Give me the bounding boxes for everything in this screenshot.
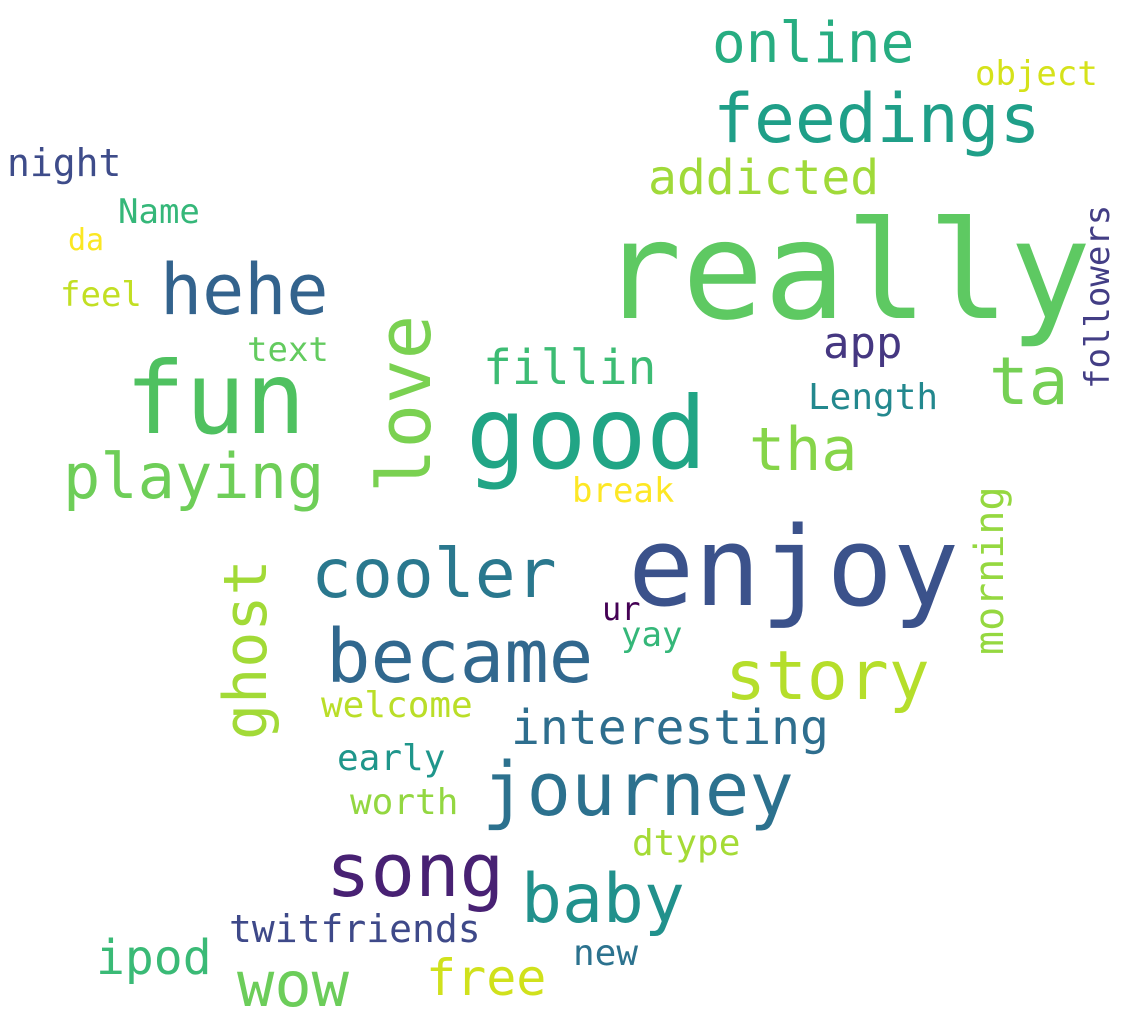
word-followers: followers [1078,204,1118,389]
word-name: Name [118,192,200,232]
word-cooler: cooler [311,535,557,614]
word-love: love [362,314,448,493]
word-addicted: addicted [648,150,880,206]
word-playing: playing [63,440,325,513]
word-free: free [426,949,547,1007]
word-wow: wow [237,948,349,1021]
word-good: good [466,375,707,492]
word-baby: baby [521,860,685,939]
word-da: da [68,223,105,258]
word-ipod: ipod [96,930,212,986]
word-object: object [975,54,1098,94]
word-fillin: fillin [483,340,657,396]
word-ta: ta [989,343,1069,420]
word-became: became [326,614,594,700]
word-enjoy: enjoy [628,503,960,631]
word-early: early [337,738,446,779]
word-twitfriends: twitfriends [229,907,481,951]
word-worth: worth [350,782,459,823]
word-ur: ur [602,590,641,628]
word-fun: fun [125,340,306,457]
word-text: text [247,330,329,370]
word-new: new [573,933,639,974]
word-length: Length [808,377,939,418]
word-tha: tha [749,415,858,485]
word-app: app [823,318,903,369]
word-welcome: welcome [321,685,473,726]
word-feedings: feedings [713,80,1041,159]
word-ghost: ghost [211,559,281,740]
word-journey: journey [482,747,794,833]
word-morning: morning [967,486,1013,655]
word-story: story [725,637,930,716]
word-online: online [712,11,915,76]
word-feel: feel [60,275,142,315]
word-yay: yay [621,615,683,655]
word-hehe: hehe [160,249,329,331]
word-night: night [7,141,122,185]
word-break: break [572,471,675,511]
word-dtype: dtype [632,823,741,864]
word-really: really [600,193,1092,351]
word-song: song [326,828,505,914]
word-interesting: interesting [511,700,829,756]
